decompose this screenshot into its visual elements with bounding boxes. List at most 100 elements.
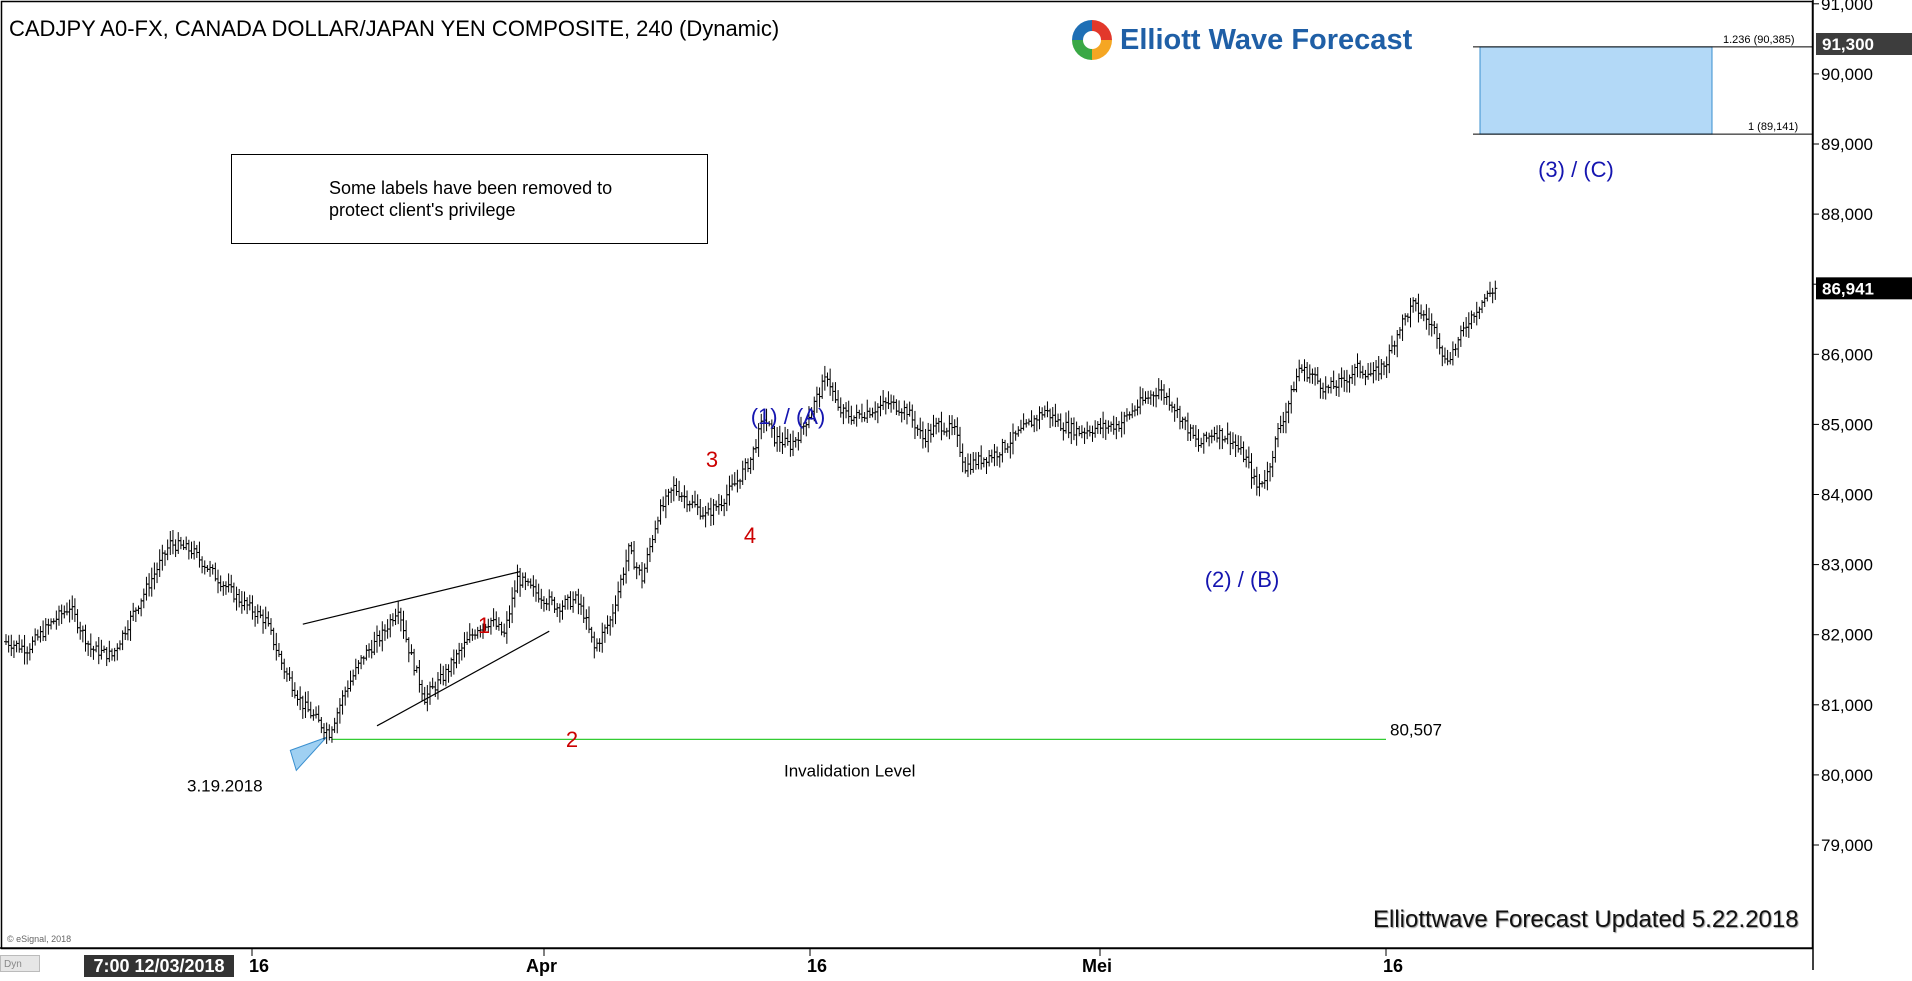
- price-bar: [1448, 351, 1453, 365]
- price-bar: [457, 642, 462, 664]
- price-bar: [266, 611, 271, 627]
- price-bar: [1095, 421, 1100, 434]
- price-bar: [1363, 369, 1368, 386]
- price-bar: [918, 417, 923, 439]
- price-bar: [367, 643, 372, 658]
- price-bar: [547, 589, 552, 612]
- price-bar: [1188, 424, 1193, 441]
- price-bar: [1151, 391, 1156, 407]
- price-bar: [626, 543, 631, 572]
- price-bar: [17, 634, 22, 653]
- price-bar: [86, 640, 91, 656]
- price-bar: [1336, 373, 1341, 397]
- price-bar: [136, 605, 141, 615]
- y-tick-label: 88,000: [1821, 205, 1873, 224]
- price-bar: [984, 457, 989, 475]
- price-bar: [1310, 368, 1315, 384]
- price-bar: [351, 669, 356, 686]
- price-bar: [987, 450, 992, 467]
- price-bar: [859, 403, 864, 423]
- price-bar: [629, 541, 634, 555]
- price-bar: [353, 658, 358, 680]
- price-bar: [1469, 310, 1474, 329]
- price-bar: [1244, 449, 1249, 468]
- price-bar: [54, 610, 59, 630]
- price-bar: [194, 544, 199, 558]
- price-bar: [1305, 362, 1310, 382]
- price-bar: [491, 608, 496, 627]
- price-bar: [75, 609, 80, 634]
- price-bar: [1180, 416, 1185, 429]
- price-bar: [449, 657, 454, 677]
- price-bar: [9, 634, 14, 657]
- price-bar: [1238, 435, 1243, 455]
- y-tick-label: 79,000: [1821, 836, 1873, 855]
- price-bar: [1074, 421, 1079, 446]
- price-bar: [616, 581, 621, 612]
- price-bar: [915, 424, 920, 436]
- price-bar: [1257, 474, 1262, 497]
- price-bar: [1037, 406, 1042, 430]
- price-bar: [1230, 432, 1235, 450]
- price-bar: [1339, 367, 1344, 388]
- price-bar: [1066, 410, 1071, 439]
- price-bar: [960, 443, 965, 473]
- diagonal-channel: [302, 571, 550, 727]
- price-bar: [128, 610, 133, 641]
- price-bar: [777, 425, 782, 452]
- price-bar: [1458, 325, 1463, 347]
- target-low-label: 1 (89,141): [1748, 121, 1798, 133]
- price-bar: [610, 603, 615, 628]
- price-bar: [1276, 423, 1280, 448]
- price-bar: [722, 498, 727, 517]
- channel-line: [376, 630, 550, 727]
- price-bar: [783, 426, 788, 448]
- price-bar: [1215, 425, 1220, 443]
- wave-label: (1) / (A): [751, 404, 826, 429]
- price-bar: [496, 617, 501, 631]
- price-bar: [1167, 388, 1172, 411]
- price-bar: [1016, 426, 1021, 437]
- price-bar: [165, 539, 170, 561]
- price-bar: [1323, 376, 1328, 400]
- price-bar: [1053, 403, 1058, 428]
- price-bar: [592, 631, 597, 659]
- price-bar: [239, 591, 244, 614]
- price-bar: [70, 595, 75, 620]
- price-bar: [223, 581, 228, 595]
- price-bar: [359, 655, 364, 670]
- channel-line: [302, 571, 521, 625]
- price-bar: [49, 618, 54, 630]
- wave-label: 4: [744, 523, 756, 548]
- price-bar: [168, 530, 173, 555]
- price-bar: [1199, 437, 1204, 448]
- cursor-time-badge: 7:00 12/03/2018: [84, 955, 234, 977]
- privilege-note-text: Some labels have been removed to protect…: [329, 178, 613, 220]
- price-bar: [454, 649, 459, 669]
- price-bar: [679, 492, 684, 502]
- price-bar: [67, 599, 72, 623]
- price-bar: [1466, 312, 1471, 338]
- price-bar: [80, 625, 85, 643]
- target-high-label: 1.236 (90,385): [1723, 34, 1795, 46]
- price-bar: [1384, 356, 1389, 379]
- price-bar: [640, 561, 644, 589]
- dyn-button[interactable]: Dyn: [0, 955, 40, 972]
- price-bar: [1382, 361, 1386, 376]
- price-bar: [955, 417, 960, 447]
- price-bar: [1461, 321, 1466, 337]
- price-bar: [780, 432, 785, 454]
- price-bar: [441, 665, 446, 686]
- price-bar: [549, 591, 554, 606]
- price-bar: [753, 439, 758, 453]
- price-bar: [905, 403, 909, 425]
- swing-low-date-label: 3.19.2018: [187, 776, 263, 795]
- price-bar: [989, 449, 994, 463]
- price-bar: [1011, 423, 1015, 455]
- price-bar: [1177, 405, 1182, 430]
- price-bar: [462, 632, 467, 658]
- price-bar: [292, 682, 297, 699]
- price-bar: [849, 405, 854, 425]
- price-bar: [115, 643, 120, 661]
- price-bar: [844, 402, 849, 419]
